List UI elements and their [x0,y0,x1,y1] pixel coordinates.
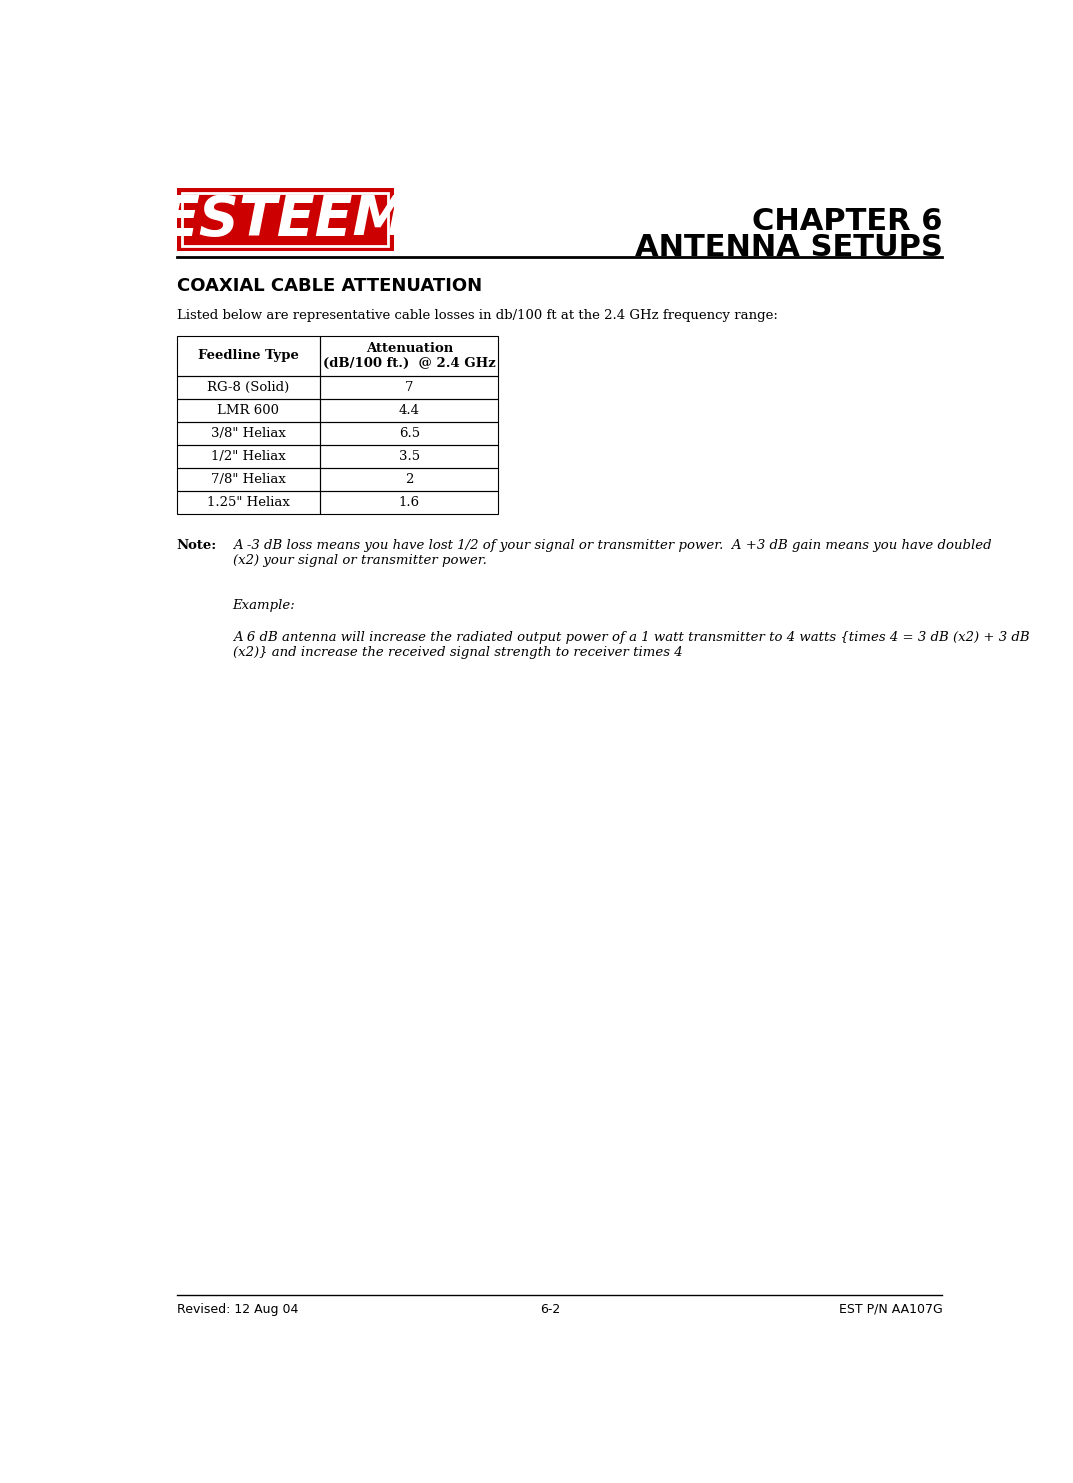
Text: Listed below are representative cable losses in db/100 ft at the 2.4 GHz frequen: Listed below are representative cable lo… [177,308,778,322]
Bar [177,375,320,399]
Text: 6.5: 6.5 [399,427,420,440]
Text: 7/8" Heliax: 7/8" Heliax [211,473,285,486]
Bar [177,469,320,491]
Bar [320,423,498,445]
Text: RG-8 (Solid): RG-8 (Solid) [207,381,290,394]
Text: COAXIAL CABLE ATTENUATION: COAXIAL CABLE ATTENUATION [177,276,482,295]
Text: A -3 dB loss means you have lost 1/2 of your signal or transmitter power.  A +3 : A -3 dB loss means you have lost 1/2 of … [233,540,991,567]
Text: 1.6: 1.6 [399,497,420,509]
Bar [320,375,498,399]
Text: Feedline Type: Feedline Type [199,350,299,362]
Bar [320,469,498,491]
Text: 3.5: 3.5 [399,451,420,463]
Text: Attenuation
(dB/100 ft.)  @ 2.4 GHz: Attenuation (dB/100 ft.) @ 2.4 GHz [323,341,496,369]
Text: A 6 dB antenna will increase the radiated output power of a 1 watt transmitter t: A 6 dB antenna will increase the radiate… [233,632,1029,660]
Bar [182,193,388,246]
Text: ESTEEM: ESTEEM [162,193,409,246]
Text: LMR 600: LMR 600 [218,403,279,417]
Text: CHAPTER 6: CHAPTER 6 [752,208,942,236]
Bar [177,399,320,423]
Bar [177,188,394,251]
Text: 4.4: 4.4 [399,403,420,417]
Text: 6-2: 6-2 [540,1304,560,1315]
Bar [320,399,498,423]
Text: 1/2" Heliax: 1/2" Heliax [211,451,285,463]
Bar [320,445,498,469]
Bar [177,491,320,515]
Bar [320,335,498,375]
Bar [320,491,498,515]
Text: ANTENNA SETUPS: ANTENNA SETUPS [634,233,942,262]
Bar [177,335,320,375]
Text: Revised: 12 Aug 04: Revised: 12 Aug 04 [177,1304,298,1315]
Text: EST P/N AA107G: EST P/N AA107G [839,1304,942,1315]
Text: 2: 2 [406,473,413,486]
Bar [177,423,320,445]
Text: Note:: Note: [177,540,217,552]
Bar [177,445,320,469]
Text: 7: 7 [405,381,413,394]
Text: 3/8" Heliax: 3/8" Heliax [211,427,285,440]
Text: 1.25" Heliax: 1.25" Heliax [207,497,290,509]
Text: Example:: Example: [233,599,295,612]
